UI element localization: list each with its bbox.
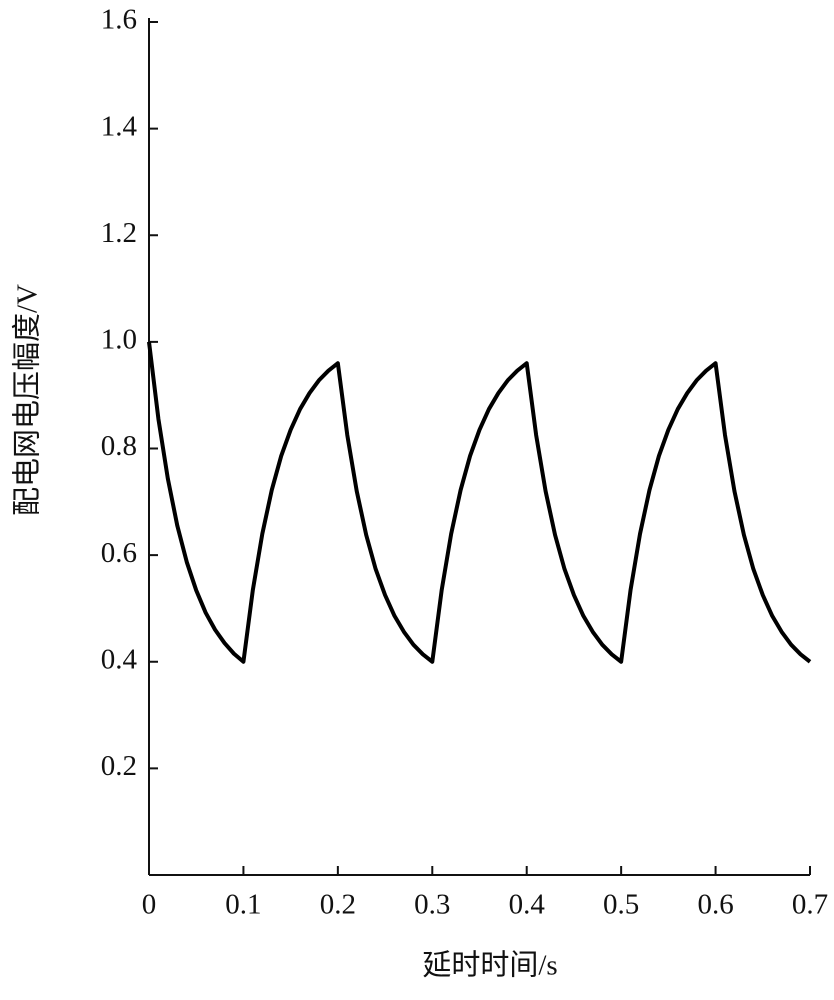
x-tick-label: 0.4 bbox=[509, 889, 546, 921]
y-axis-label: 配电网电压幅度/V bbox=[11, 284, 44, 516]
y-tick-label: 1.4 bbox=[101, 110, 138, 142]
y-tick-label: 1.2 bbox=[101, 217, 137, 249]
y-tick-label: 0.8 bbox=[101, 430, 137, 462]
x-tick-label: 0.5 bbox=[603, 889, 639, 921]
y-tick-label: 1.0 bbox=[101, 324, 137, 356]
x-tick-label: 0.1 bbox=[225, 889, 261, 921]
x-tick-label: 0.6 bbox=[697, 889, 733, 921]
x-tick-label: 0.2 bbox=[320, 889, 356, 921]
y-tick-label: 0.4 bbox=[101, 643, 138, 675]
y-tick-label: 1.6 bbox=[101, 4, 137, 36]
x-axis-label: 延时时间/s bbox=[422, 949, 557, 982]
y-tick-label: 0.2 bbox=[101, 750, 137, 782]
x-tick-label: 0 bbox=[142, 889, 157, 921]
y-tick-label: 0.6 bbox=[101, 537, 137, 569]
x-tick-label: 0.3 bbox=[414, 889, 450, 921]
line-series bbox=[147, 341, 812, 664]
x-tick-label: 0.7 bbox=[792, 889, 828, 921]
